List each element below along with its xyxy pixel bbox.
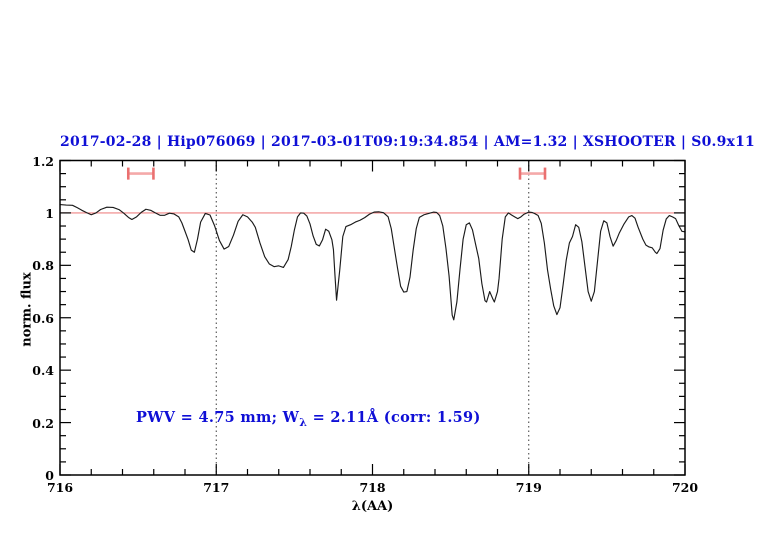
y-tick-label: 0.4 [32, 363, 54, 379]
x-tick-label: 716 [46, 480, 74, 495]
y-tick-label: 0.8 [32, 258, 54, 274]
pwv-annotation-text-after: = 2.11Å (corr: 1.59) [307, 409, 481, 426]
spectrum-line [59, 203, 686, 321]
x-axis-title: λ(AA) [351, 499, 394, 514]
y-tick-label: 0.2 [32, 415, 54, 431]
pwv-annotation: PWV = 4.75 mm; Wλ = 2.11Å (corr: 1.59) [136, 409, 481, 429]
y-tick-label: 0 [45, 468, 54, 483]
y-tick-label: 1 [45, 205, 54, 221]
x-tick-label: 720 [671, 480, 699, 495]
x-tick-label: 717 [203, 480, 230, 495]
pwv-annotation-text-before: PWV = 4.75 mm; W [136, 409, 300, 426]
y-tick-label: 0.6 [32, 310, 54, 326]
pwv-annotation-subscript: λ [299, 416, 308, 429]
y-tick-label: 1.2 [32, 153, 54, 169]
plot-title: 2017-02-28 | Hip076069 | 2017-03-01T09:1… [60, 134, 755, 150]
x-tick-label: 719 [515, 480, 542, 495]
x-tick-label: 718 [359, 480, 386, 495]
